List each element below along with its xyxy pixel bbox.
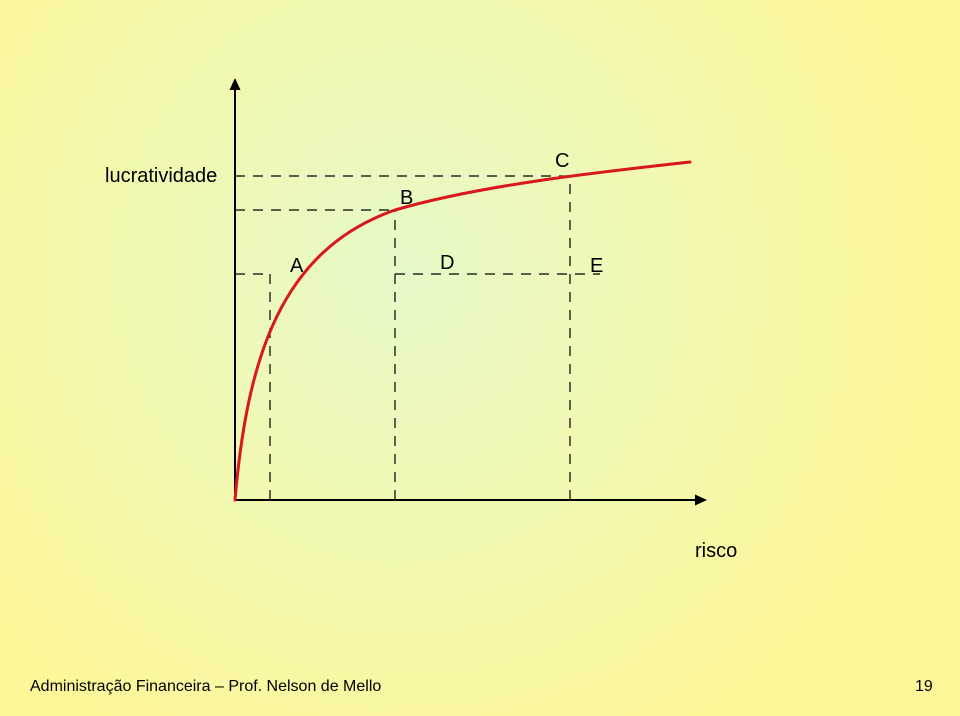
point-label-d: D — [440, 252, 454, 275]
page-number: 19 — [915, 678, 933, 696]
risk-return-chart — [0, 0, 960, 716]
return-curve — [235, 162, 690, 500]
point-label-a: A — [290, 255, 303, 278]
footer-text: Administração Financeira – Prof. Nelson … — [30, 678, 381, 696]
point-label-e: E — [590, 255, 603, 278]
slide-root: lucratividade risco A B C D E Administra… — [0, 0, 960, 716]
point-label-c: C — [555, 150, 569, 173]
y-axis-label: lucratividade — [105, 165, 217, 188]
reference-lines — [235, 176, 600, 500]
point-label-b: B — [400, 187, 413, 210]
x-axis-label: risco — [695, 540, 737, 563]
axes — [230, 78, 708, 506]
